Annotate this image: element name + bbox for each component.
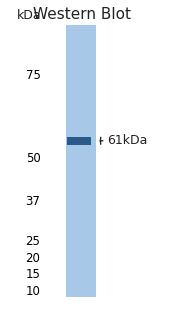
Text: 61kDa: 61kDa	[107, 134, 148, 147]
Title: Western Blot: Western Blot	[33, 7, 131, 22]
FancyBboxPatch shape	[66, 25, 96, 297]
Text: kDa: kDa	[16, 9, 41, 22]
FancyBboxPatch shape	[67, 137, 91, 145]
